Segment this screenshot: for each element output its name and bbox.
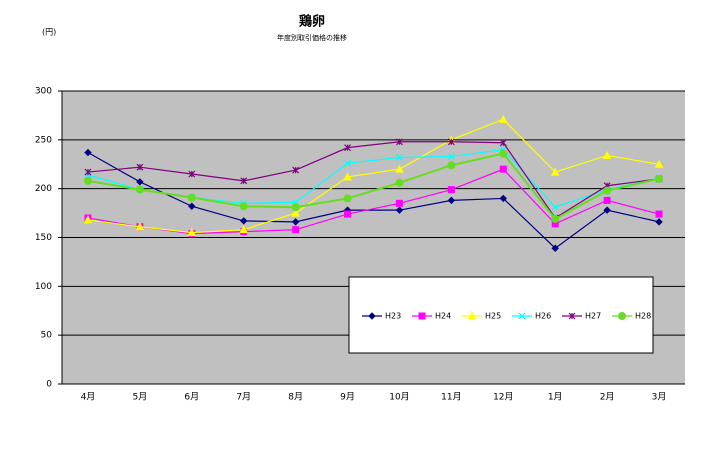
marker	[602, 150, 612, 159]
x-tick-label: 10月	[389, 392, 409, 403]
legend-marker	[618, 312, 626, 320]
series-line	[87, 168, 660, 235]
marker	[83, 215, 93, 224]
y-axis-label: (円)	[42, 28, 56, 37]
y-tick-label: 50	[41, 331, 53, 341]
marker	[344, 144, 351, 152]
marker	[447, 153, 455, 160]
marker	[396, 138, 403, 146]
marker	[343, 172, 352, 181]
x-tick-label: 5月	[133, 392, 148, 403]
marker	[499, 165, 507, 173]
marker	[291, 218, 300, 226]
marker	[136, 178, 144, 186]
marker	[654, 159, 664, 168]
series-line	[87, 118, 660, 234]
legend-label: H25	[485, 312, 501, 321]
x-tick-label: 7月	[236, 392, 251, 403]
marker	[135, 222, 145, 231]
marker	[136, 163, 144, 171]
legend: H23 H24 H25 H26 H27 H28	[348, 276, 654, 354]
legend-box	[348, 276, 654, 354]
marker	[499, 149, 508, 158]
marker	[498, 114, 508, 123]
marker	[395, 206, 404, 214]
marker	[447, 161, 456, 170]
marker	[499, 194, 507, 203]
marker	[84, 148, 92, 157]
marker	[395, 199, 403, 207]
marker	[291, 203, 300, 212]
marker	[291, 208, 300, 217]
marker	[447, 138, 455, 146]
x-tick-label: 12月	[493, 392, 513, 403]
marker	[447, 186, 455, 194]
marker	[603, 186, 612, 195]
marker	[240, 217, 248, 225]
marker	[239, 225, 249, 234]
y-tick-label: 250	[35, 135, 52, 145]
y-tick-label: 200	[35, 184, 52, 194]
marker	[135, 185, 144, 194]
marker	[499, 139, 507, 147]
marker	[343, 194, 352, 203]
legend-label: H23	[385, 312, 401, 321]
y-tick-label: 150	[35, 233, 52, 243]
marker	[395, 164, 404, 173]
marker	[344, 159, 351, 167]
marker	[551, 203, 559, 211]
marker	[603, 196, 611, 204]
legend-marker	[467, 311, 477, 320]
chart-title: 鶏卵	[299, 14, 325, 30]
legend-marker	[518, 312, 526, 320]
series-line	[87, 152, 660, 221]
legend-marker	[418, 312, 426, 320]
x-tick-label: 11月	[441, 392, 461, 403]
marker	[551, 244, 559, 252]
marker	[603, 206, 611, 214]
marker	[187, 228, 197, 237]
marker	[187, 193, 196, 202]
legend-marker	[568, 312, 576, 320]
marker	[292, 166, 300, 174]
series-line	[87, 141, 660, 219]
chart-subtitle: 年度別取引価格の推移	[277, 33, 347, 42]
marker	[240, 177, 248, 185]
marker	[188, 202, 196, 210]
marker	[344, 210, 352, 218]
x-tick-label: 8月	[288, 392, 303, 403]
x-tick-label: 1月	[548, 392, 563, 403]
legend-label: H24	[435, 312, 451, 321]
marker	[396, 153, 403, 161]
legend-label: H27	[585, 312, 601, 321]
marker	[655, 210, 663, 218]
marker	[395, 178, 404, 187]
marker	[188, 170, 196, 178]
x-tick-label: 4月	[81, 392, 96, 403]
x-tick-label: 9月	[340, 392, 355, 403]
x-tick-label: 2月	[600, 392, 615, 403]
marker	[292, 226, 300, 234]
marker	[239, 202, 248, 211]
y-tick-label: 100	[35, 282, 52, 292]
y-tick-label: 300	[35, 87, 52, 97]
series-line	[87, 152, 660, 250]
marker	[551, 214, 560, 223]
x-tick-label: 3月	[652, 392, 667, 403]
x-tick-label: 6月	[184, 392, 199, 403]
marker	[550, 167, 560, 176]
marker	[447, 196, 456, 205]
legend-marker	[368, 312, 376, 320]
legend-label: H26	[535, 312, 551, 321]
marker	[84, 168, 92, 176]
marker	[655, 218, 663, 226]
y-tick-label: 0	[46, 380, 52, 390]
legend-label: H28	[635, 312, 651, 321]
marker	[83, 176, 92, 185]
marker	[655, 174, 664, 183]
